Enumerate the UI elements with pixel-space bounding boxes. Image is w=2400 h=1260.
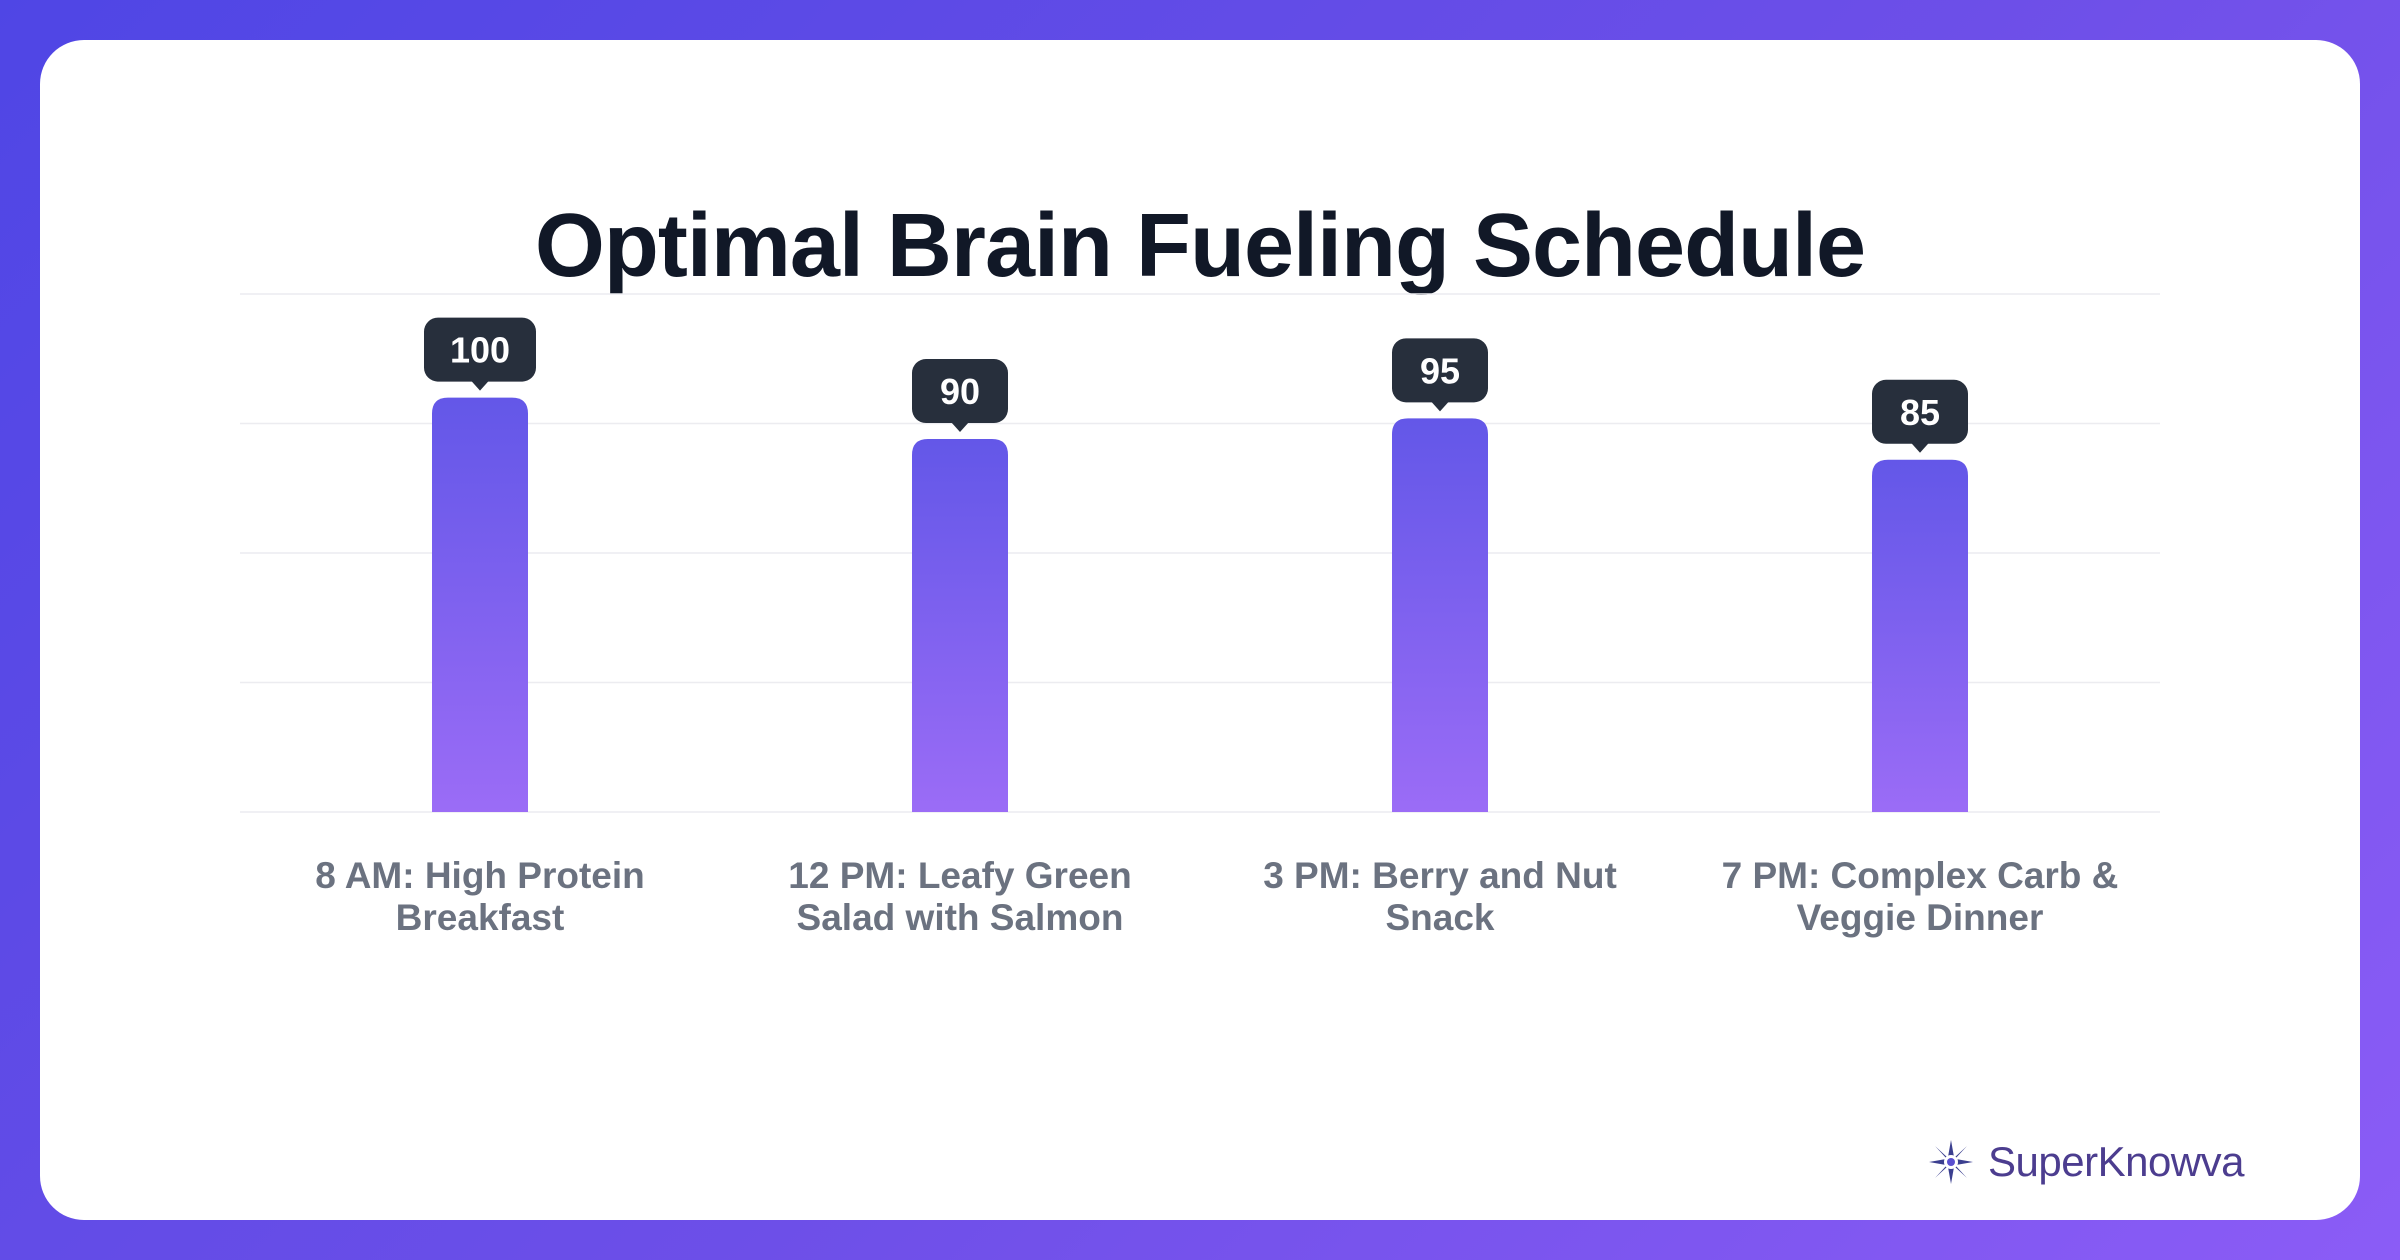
bar: [912, 439, 1008, 812]
bar: [1872, 459, 1968, 812]
chart-title: Optimal Brain Fueling Schedule: [534, 196, 1866, 296]
brand-name: SuperKnowva: [1988, 1138, 2245, 1185]
data-label: 95: [1392, 338, 1488, 412]
data-label-text: 100: [450, 330, 510, 371]
chart-card: Optimal Brain Fueling Schedule 100 8 AM: …: [40, 40, 2360, 1220]
data-label-badge: [424, 317, 536, 382]
data-label: 90: [912, 359, 1008, 433]
tick-label-line: 8 AM: High Protein: [315, 855, 645, 896]
data-label-text: 95: [1420, 350, 1460, 391]
tick-label-line: Snack: [1385, 897, 1494, 938]
data-label-text: 90: [940, 371, 980, 412]
data-label-badge: [912, 359, 1008, 424]
tick-label: 12 PM: Leafy Green Salad with Salmon: [788, 855, 1131, 938]
data-label-pointer: [471, 380, 489, 391]
data-label-pointer: [951, 422, 969, 433]
data-label-text: 85: [1900, 392, 1940, 433]
tick-label-line: Salad with Salmon: [797, 897, 1124, 938]
bar: [432, 397, 528, 812]
data-label-pointer: [1911, 442, 1929, 453]
compass-star-icon: [1929, 1140, 1973, 1184]
data-label-pointer: [1431, 401, 1449, 412]
bar-chart: 100 8 AM: High Protein Breakfast 90 12 PM: L…: [240, 293, 2160, 938]
data-label-badge: [1392, 338, 1488, 403]
tick-label-line: 7 PM: Complex Carb &: [1722, 855, 2119, 896]
bar: [1392, 418, 1488, 812]
tick-label-line: Veggie Dinner: [1797, 897, 2044, 938]
brand-logo: SuperKnowva: [1928, 1138, 2245, 1186]
tick-label: 8 AM: High Protein Breakfast: [315, 855, 645, 938]
data-label-badge: [1872, 379, 1968, 444]
tick-label: 3 PM: Berry and Nut Snack: [1263, 855, 1617, 938]
data-label: 100: [424, 317, 536, 391]
tick-label-line: 3 PM: Berry and Nut: [1263, 855, 1617, 896]
tick-label: 7 PM: Complex Carb & Veggie Dinner: [1722, 855, 2119, 938]
tick-label-line: 12 PM: Leafy Green: [788, 855, 1131, 896]
data-label: 85: [1872, 379, 1968, 453]
tick-label-line: Breakfast: [396, 897, 565, 938]
